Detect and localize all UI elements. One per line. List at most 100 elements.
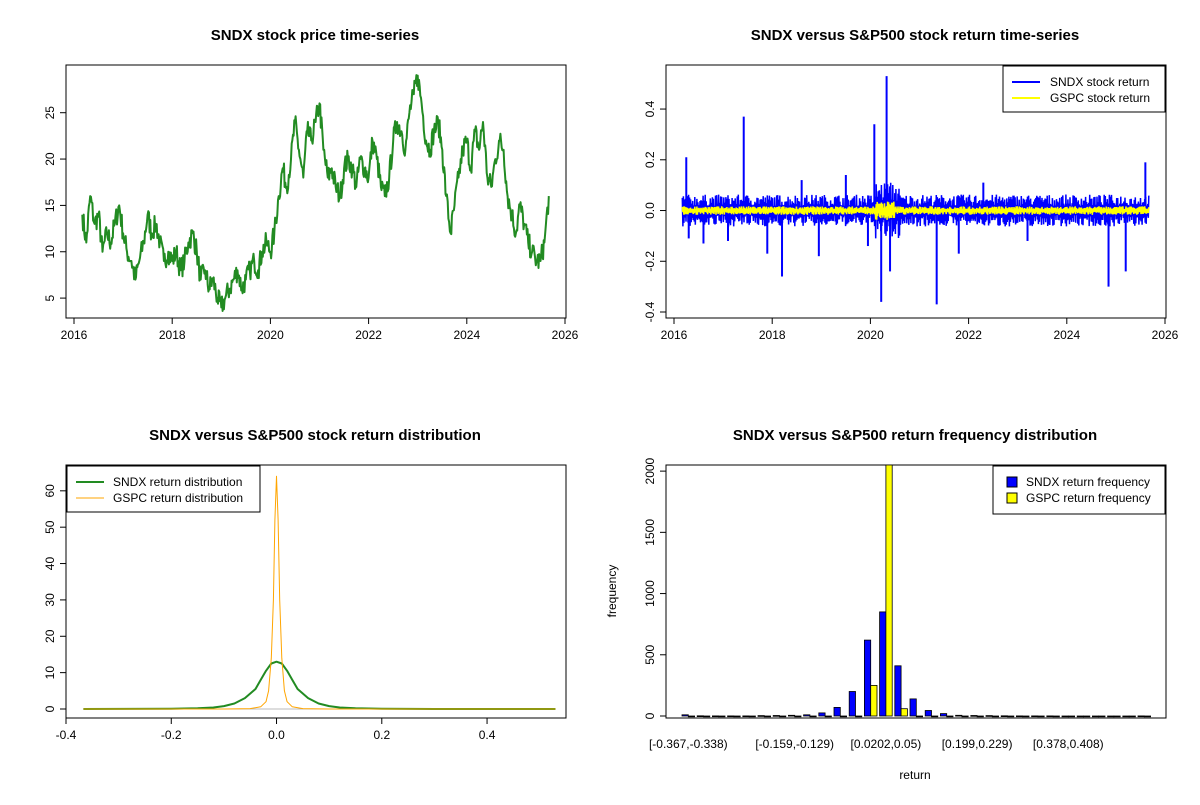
- x-tick-label: 2020: [857, 328, 884, 342]
- gspc-frequency-bar: [794, 715, 802, 718]
- sndx-frequency-bar: [879, 611, 887, 717]
- gspc-return-line: [681, 201, 1150, 220]
- gspc-frequency-bar: [900, 708, 908, 717]
- x-tick-label: [-0.159,-0.129): [755, 737, 834, 751]
- sndx-frequency-bar: [864, 639, 872, 717]
- y-tick-label: 1000: [643, 580, 657, 607]
- sndx-frequency-bar: [970, 715, 978, 717]
- sndx-frequency-bar: [1137, 715, 1145, 718]
- legend-label: SNDX return distribution: [113, 475, 242, 489]
- panel-return-frequency: SNDX versus S&P500 return frequency dist…: [605, 427, 1167, 782]
- price-series-line: [81, 74, 550, 312]
- legend-box: [1002, 65, 1166, 113]
- gspc-frequency-bar: [1007, 715, 1015, 718]
- y-tick-label: 500: [643, 644, 657, 664]
- y-tick-label: 40: [43, 557, 57, 571]
- gspc-frequency-bar: [1022, 715, 1030, 718]
- axes: 2016 2018 2020 2022 2024 2026 -0.4 -0.2 0.0 0.2 0.…: [643, 100, 1179, 342]
- sndx-frequency-bar: [1061, 715, 1069, 718]
- sndx-frequency-bar: [818, 712, 826, 717]
- gspc-frequency-bar: [946, 715, 954, 718]
- sndx-density-line: [83, 660, 556, 710]
- legend-label: SNDX return frequency: [1026, 475, 1150, 489]
- sndx-frequency-bar: [1000, 715, 1008, 717]
- gspc-frequency-bar: [1113, 715, 1121, 718]
- y-tick-label: 20: [43, 629, 57, 643]
- panel-return-timeseries: SNDX versus S&P500 stock return time-ser…: [643, 27, 1179, 342]
- plot-area: [81, 74, 550, 312]
- gspc-frequency-bar: [855, 715, 863, 718]
- y-tick-label: 60: [43, 484, 57, 498]
- gspc-frequency-bar: [687, 715, 695, 718]
- y-tick-label: 2000: [643, 457, 657, 484]
- y-tick-label: 0.0: [643, 202, 657, 219]
- gspc-frequency-bar: [1143, 715, 1152, 718]
- gspc-frequency-bar: [1083, 715, 1091, 718]
- gspc-frequency-bar: [703, 715, 711, 718]
- legend-swatch: [1006, 476, 1018, 488]
- x-tick-label: [-0.367,-0.338): [649, 737, 728, 751]
- sndx-frequency-bar: [1107, 715, 1115, 718]
- plot-area: [681, 464, 1152, 718]
- y-tick-label: 20: [43, 152, 57, 166]
- sndx-frequency-bar: [788, 714, 796, 717]
- x-tick-label: [0.0202,0.05): [851, 737, 922, 751]
- panel-price: SNDX stock price time-series 2016 2018 202…: [43, 27, 579, 342]
- sndx-frequency-bar: [833, 707, 841, 717]
- gspc-frequency-bar: [763, 715, 771, 718]
- axes: -0.4 -0.2 0.0 0.2 0.4 0 10 20 30 40 50 60: [43, 484, 496, 742]
- sndx-frequency-bar: [1076, 715, 1084, 718]
- gspc-frequency-bar: [1128, 715, 1136, 718]
- legend-label: GSPC stock return: [1050, 91, 1150, 105]
- gspc-frequency-bar: [779, 715, 787, 718]
- y-tick-label: 0: [643, 712, 657, 719]
- chart-title: SNDX versus S&P500 stock return distribu…: [149, 427, 481, 444]
- gspc-frequency-bar: [915, 715, 923, 718]
- y-tick-label: 10: [43, 666, 57, 680]
- legend-label: SNDX stock return: [1050, 75, 1149, 89]
- gspc-frequency-bar: [718, 715, 726, 718]
- sndx-frequency-bar: [803, 714, 811, 717]
- chart-title: SNDX versus S&P500 return frequency dist…: [733, 427, 1097, 444]
- legend: SNDX return frequency GSPC return freque…: [992, 465, 1166, 515]
- legend-label: GSPC return distribution: [113, 491, 243, 505]
- legend: SNDX stock return GSPC stock return: [1002, 65, 1166, 113]
- axes: 2016 2018 2020 2022 2024 2026 5 10 15 20 25: [43, 106, 579, 342]
- x-tick-label: 2018: [759, 328, 786, 342]
- gspc-frequency-bar: [961, 715, 969, 718]
- sndx-frequency-bar: [757, 715, 765, 717]
- gspc-frequency-bar: [839, 715, 847, 718]
- gspc-frequency-bar: [976, 715, 984, 718]
- x-tick-label: [0.378,0.408): [1033, 737, 1104, 751]
- legend-swatch: [1006, 492, 1018, 504]
- x-tick-label: 0.2: [373, 728, 390, 742]
- sndx-frequency-bar: [681, 714, 689, 717]
- x-tick-label: 2024: [453, 328, 480, 342]
- y-axis-label: frequency: [605, 565, 619, 618]
- axes: 0 500 1000 1500 2000 [-0.367,-0.338) [-0.159,-…: [643, 457, 1104, 751]
- gspc-density-line: [83, 475, 556, 710]
- x-axis-label: return: [899, 768, 930, 782]
- sndx-frequency-bar: [924, 710, 932, 717]
- plot-area: [681, 76, 1150, 305]
- y-tick-label: 15: [43, 198, 57, 212]
- sndx-frequency-bar: [909, 698, 917, 717]
- sndx-frequency-bar: [848, 691, 856, 717]
- legend-label: GSPC return frequency: [1026, 491, 1151, 505]
- sndx-frequency-bar: [772, 715, 780, 717]
- sndx-frequency-bar: [742, 715, 750, 718]
- y-tick-label: 50: [43, 520, 57, 534]
- gspc-frequency-bar: [733, 715, 741, 718]
- gspc-frequency-bar: [748, 715, 756, 718]
- y-tick-label: -0.4: [643, 301, 657, 322]
- gspc-frequency-bar: [1067, 715, 1076, 718]
- sndx-frequency-bar: [1031, 715, 1039, 718]
- gspc-frequency-bar: [991, 715, 999, 718]
- gspc-frequency-bar: [885, 464, 893, 717]
- plot-area: [83, 475, 556, 710]
- sndx-frequency-bar: [696, 715, 704, 717]
- x-tick-label: 2022: [355, 328, 382, 342]
- x-tick-label: 2022: [955, 328, 982, 342]
- x-tick-label: -0.4: [56, 728, 77, 742]
